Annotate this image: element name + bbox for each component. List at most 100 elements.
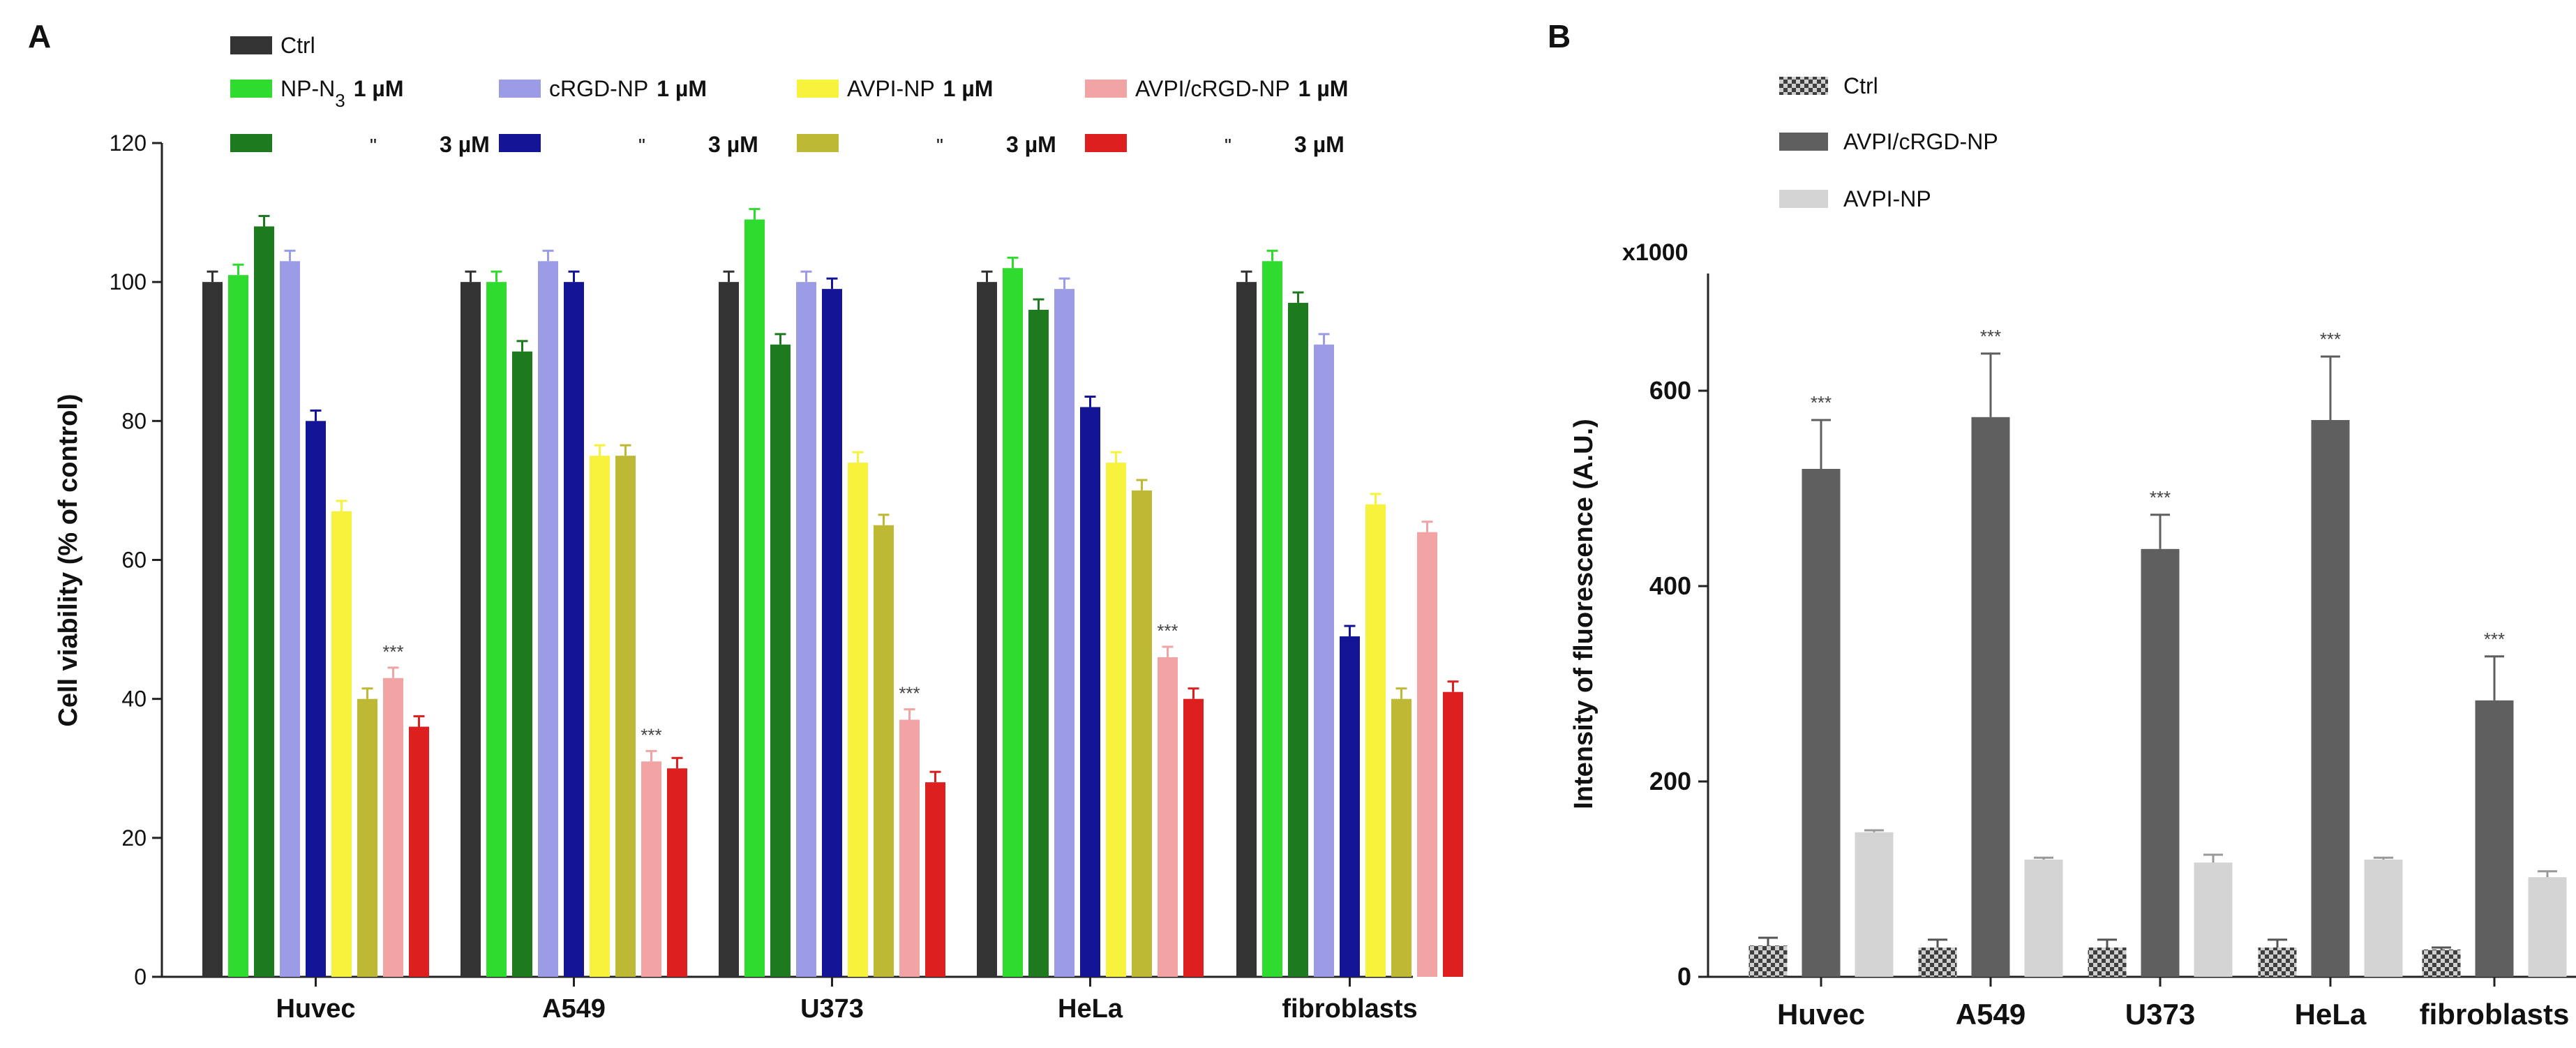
panel-a-bar bbox=[770, 344, 791, 978]
panel-a-label: A bbox=[28, 18, 51, 54]
panel-a-bar bbox=[925, 782, 945, 977]
panel-b-bar bbox=[2194, 862, 2233, 977]
panel-a-bar bbox=[1183, 698, 1204, 977]
panel-a-y-ticks: 0 20 40 60 80 100 120 bbox=[110, 130, 162, 989]
panel-a-bar bbox=[306, 421, 326, 977]
panel-b-significance-marker: *** bbox=[2150, 487, 2171, 508]
panel-b-category-label: Huvec bbox=[1777, 998, 1865, 1031]
panel-a-legend-dose: 3 µM bbox=[708, 132, 758, 157]
panel-a-significance-marker: *** bbox=[641, 724, 661, 745]
panel-b-bar bbox=[2311, 420, 2350, 977]
panel-a-bar bbox=[1288, 303, 1308, 978]
panel-a-legend-ditto: " bbox=[936, 135, 943, 156]
panel-a-bar bbox=[1365, 504, 1386, 977]
panel-a-bar bbox=[383, 678, 403, 977]
panel-a-category-label: U373 bbox=[800, 994, 864, 1024]
panel-b-legend-label: AVPI-NP bbox=[1843, 186, 1931, 211]
panel-a-category-label: A549 bbox=[542, 994, 606, 1024]
panel-a-significance-marker: *** bbox=[382, 641, 403, 662]
panel-b-legend-swatch bbox=[1779, 133, 1828, 151]
panel-b-category-label: U373 bbox=[2125, 998, 2195, 1031]
panel-a-y-tick-label: 80 bbox=[121, 408, 147, 433]
panel-a-legend-ditto: " bbox=[1225, 135, 1231, 156]
panel-a-bar bbox=[357, 698, 377, 977]
panel-b-legend-label: Ctrl bbox=[1843, 73, 1878, 98]
panel-a-category-label: HeLa bbox=[1058, 994, 1123, 1024]
panel-a-legend-swatch bbox=[1085, 80, 1127, 98]
panel-b-legend-swatch bbox=[1779, 190, 1828, 208]
panel-a-legend-swatch bbox=[230, 80, 272, 98]
legend-group-dose: 1 µM bbox=[943, 76, 994, 101]
panel-a-bar bbox=[409, 726, 429, 977]
panel-b-significance-marker: *** bbox=[2484, 629, 2505, 650]
panel-a-bar bbox=[228, 275, 248, 977]
panel-a-legend-label: AVPI-NP 1 µM bbox=[847, 76, 993, 101]
panel-a-legend-swatch bbox=[1085, 134, 1127, 152]
panel-a-bar bbox=[1314, 344, 1334, 978]
legend-group-subscript: 3 bbox=[335, 90, 345, 111]
panel-b-significance-marker: *** bbox=[2320, 329, 2341, 350]
legend-group-name: NP-N bbox=[280, 76, 335, 101]
panel-a-bar bbox=[460, 282, 481, 978]
panel-a-bar bbox=[615, 456, 636, 977]
panel-b-y-tick-label: 0 bbox=[1677, 962, 1691, 991]
panel-a: A Ctrl NP-N3 1 µM " 3 µM cRGD-NP 1 µM " 3 µM AVPI… bbox=[28, 18, 1463, 1024]
panel-a-bar bbox=[1132, 490, 1152, 977]
panel-a-y-tick-label: 0 bbox=[134, 964, 147, 989]
panel-b-x-ticks: Huvec A549 U373 HeLa fibroblasts bbox=[1777, 977, 2569, 1031]
panel-b-y-tick-label: 400 bbox=[1649, 571, 1691, 600]
panel-a-category-label: fibroblasts bbox=[1282, 994, 1417, 1024]
panel-a-legend-swatch bbox=[797, 80, 839, 98]
panel-a-bar bbox=[1106, 463, 1126, 977]
panel-a-bar bbox=[564, 282, 584, 978]
panel-b-bar bbox=[2528, 877, 2567, 977]
legend-group-name: cRGD-NP bbox=[549, 76, 648, 101]
panel-a-bar bbox=[1443, 691, 1463, 977]
panel-a-bar bbox=[1417, 532, 1437, 977]
panel-a-bar bbox=[1028, 310, 1049, 977]
panel-a-y-tick-label: 20 bbox=[121, 825, 147, 851]
panel-a-legend-label: NP-N3 1 µM bbox=[280, 76, 403, 111]
panel-a-bar bbox=[1158, 657, 1178, 977]
panel-a-bar bbox=[1054, 289, 1074, 977]
legend-group-dose: 1 µM bbox=[354, 76, 404, 101]
legend-group-name: AVPI-NP bbox=[847, 76, 935, 101]
panel-a-legend-ditto: " bbox=[370, 135, 377, 156]
panel-b-category-label: HeLa bbox=[2295, 998, 2367, 1031]
panel-a-legend: Ctrl NP-N3 1 µM " 3 µM cRGD-NP 1 µM " 3 µM AVPI-N… bbox=[230, 33, 1348, 157]
panel-a-significance-marker: *** bbox=[899, 683, 920, 704]
panel-b-label: B bbox=[1548, 18, 1571, 54]
panel-a-bar bbox=[744, 219, 765, 978]
panel-b-bar bbox=[2024, 860, 2063, 977]
legend-group-dose: 1 µM bbox=[1298, 76, 1349, 101]
panel-b-y-ticks: 0 200 400 600 bbox=[1649, 376, 1708, 991]
panel-a-bar bbox=[254, 226, 274, 977]
panel-a-y-tick-label: 60 bbox=[121, 548, 147, 573]
panel-a-legend-dose: 3 µM bbox=[1294, 132, 1345, 157]
panel-a-bar bbox=[822, 289, 842, 977]
panel-a-legend-label: cRGD-NP 1 µM bbox=[549, 76, 707, 101]
panel-a-legend-swatch bbox=[230, 134, 272, 152]
panel-b-significance-marker: *** bbox=[1811, 392, 1832, 413]
panel-b-category-label: fibroblasts bbox=[2420, 998, 2570, 1031]
panel-a-bar bbox=[331, 511, 352, 977]
panel-b-bar bbox=[1802, 469, 1841, 977]
panel-a-legend-label: Ctrl bbox=[280, 33, 315, 58]
legend-group-dose: 1 µM bbox=[657, 76, 707, 101]
panel-a-significance-marker: *** bbox=[1157, 620, 1178, 641]
panel-a-bar bbox=[796, 282, 816, 978]
panel-b-bar bbox=[2364, 860, 2403, 977]
panel-b-category-label: A549 bbox=[1956, 998, 2025, 1031]
panel-b-bar bbox=[1918, 948, 1957, 977]
panel-b: B Ctrl AVPI/cRGD-NP AVPI-NP x1000 0 200 400 6… bbox=[1548, 18, 2576, 1031]
panel-a-legend-swatch bbox=[797, 134, 839, 152]
panel-b-legend-label: AVPI/cRGD-NP bbox=[1843, 129, 1998, 154]
panel-b-y-label: Intensity of fluorescence (A.U.) bbox=[1569, 419, 1598, 809]
panel-a-bar bbox=[280, 261, 300, 978]
panel-a-y-tick-label: 40 bbox=[121, 687, 147, 712]
panel-b-y-tick-label: 600 bbox=[1649, 376, 1691, 405]
panel-a-legend-ditto: " bbox=[638, 135, 645, 156]
panel-a-bar bbox=[1391, 698, 1411, 977]
panel-b-bar bbox=[2422, 949, 2461, 977]
